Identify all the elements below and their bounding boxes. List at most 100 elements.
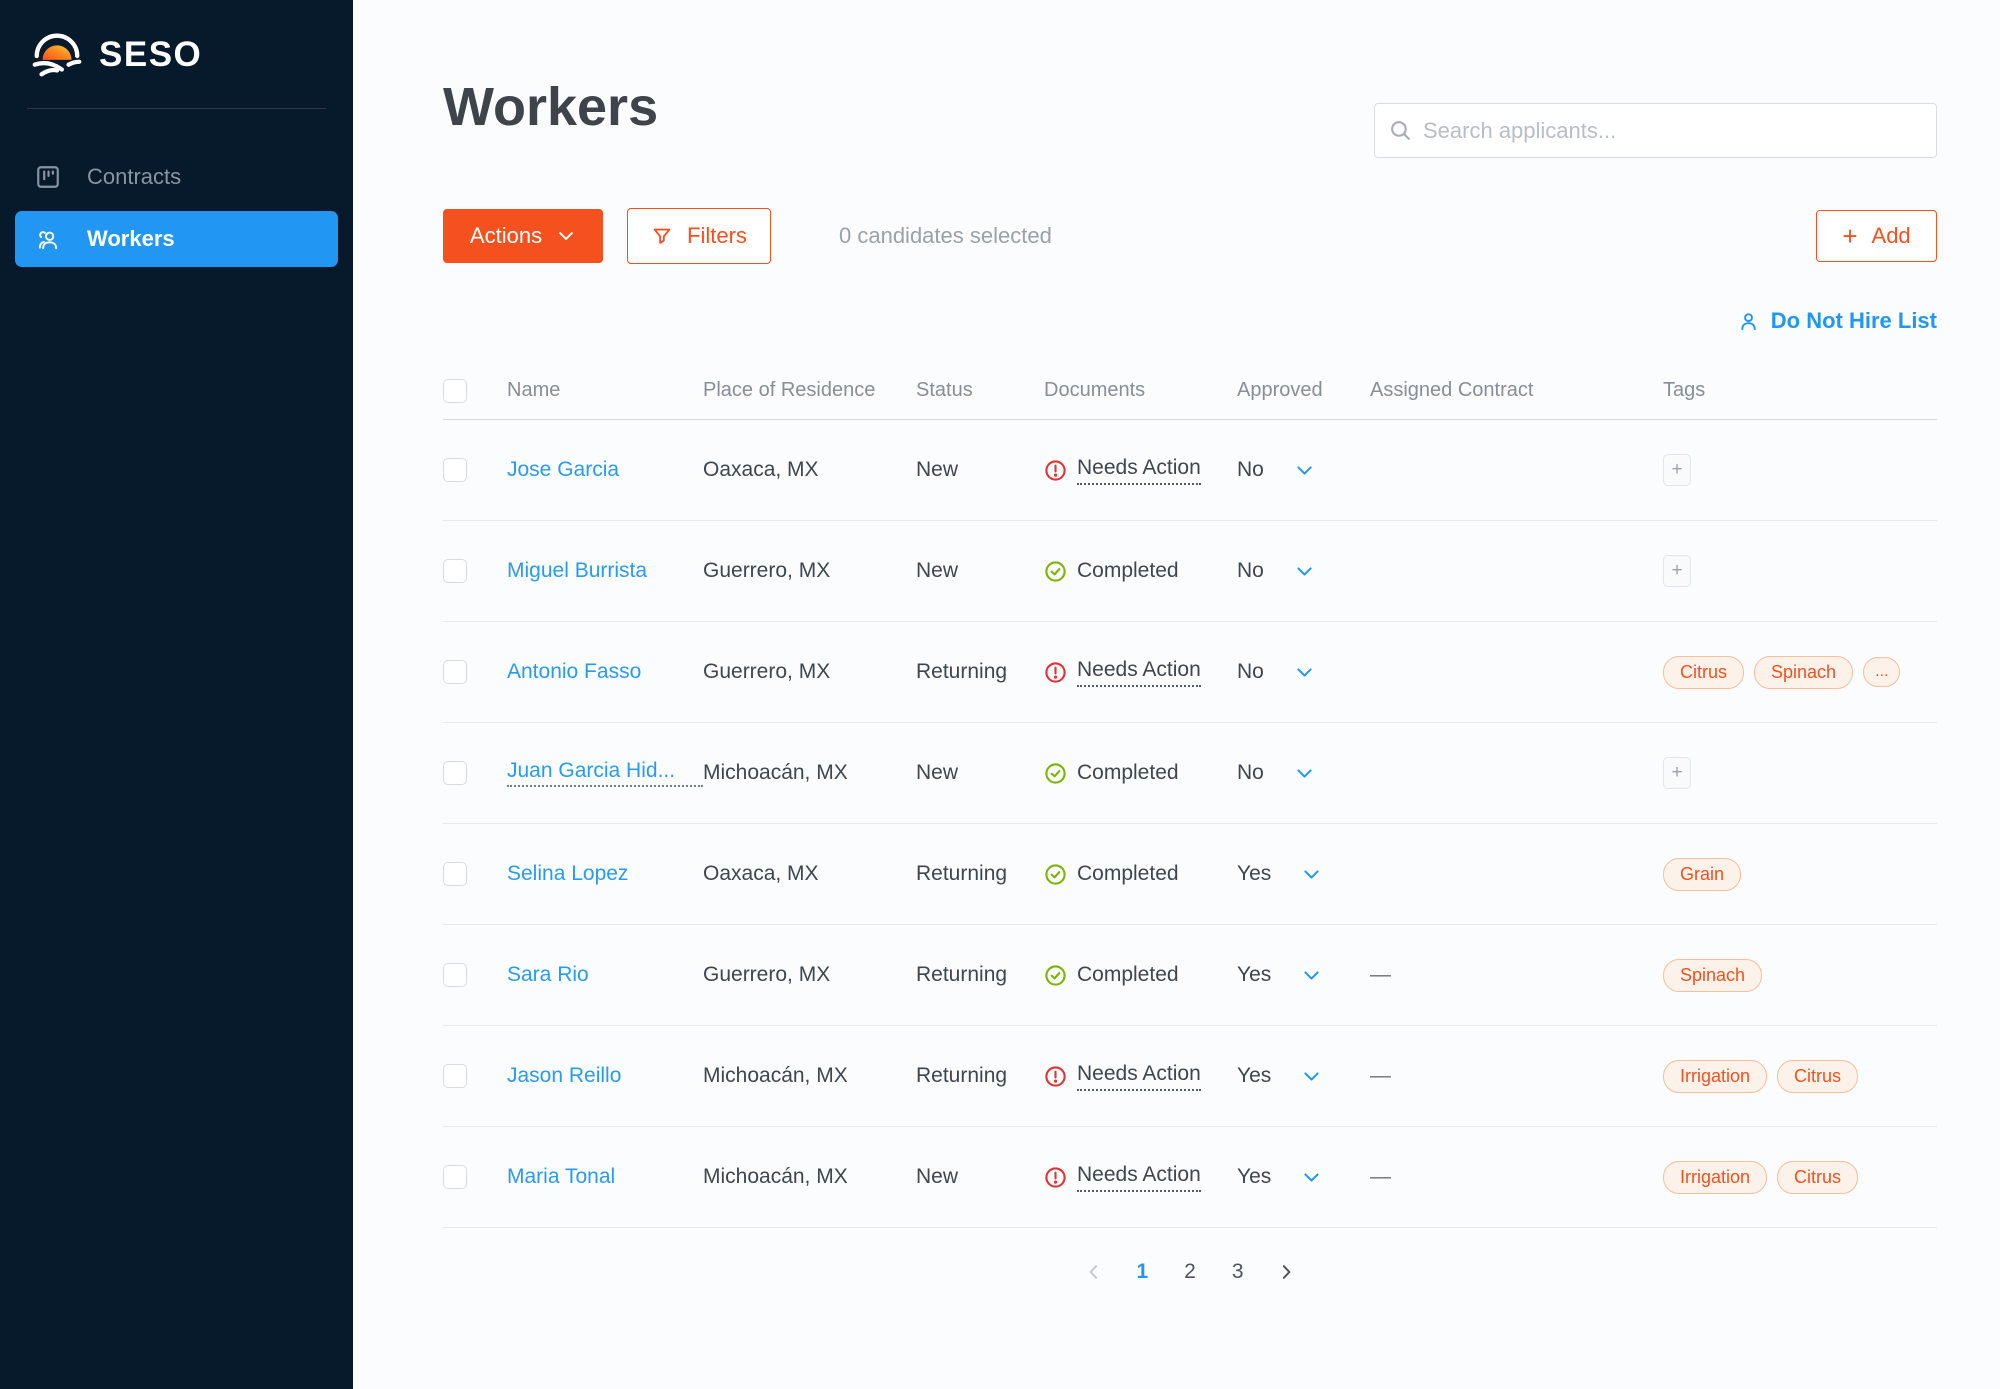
toolbar: Actions Filters 0 candidates selected + … xyxy=(443,208,1937,264)
more-tags-pill[interactable]: ... xyxy=(1863,657,1901,687)
approved-dropdown-button[interactable] xyxy=(1294,460,1315,481)
tag-pill[interactable]: Spinach xyxy=(1663,958,1763,992)
approved-dropdown-button[interactable] xyxy=(1301,965,1322,986)
approved-value: No xyxy=(1237,660,1264,683)
approved-dropdown-button[interactable] xyxy=(1301,1066,1322,1087)
approved-dropdown-button[interactable] xyxy=(1301,864,1322,885)
check-circle-icon xyxy=(1045,964,1066,986)
chevron-down-icon xyxy=(1304,970,1319,980)
approved-value: No xyxy=(1237,559,1264,582)
page-number-button[interactable]: 2 xyxy=(1176,1256,1204,1288)
status-cell: Returning xyxy=(916,660,1008,683)
table-row: Jason Reillo Michoacán, MX Returning Nee… xyxy=(443,1026,1937,1127)
check-circle-icon xyxy=(1045,560,1066,582)
worker-name-link[interactable]: Juan Garcia Hid... xyxy=(507,759,703,787)
documents-status-label[interactable]: Completed xyxy=(1077,862,1179,885)
residence-cell: Michoacán, MX xyxy=(703,1064,848,1087)
selected-count-text: 0 candidates selected xyxy=(839,223,1052,248)
approved-dropdown-button[interactable] xyxy=(1294,662,1315,683)
plus-icon: + xyxy=(1842,220,1858,251)
filters-button[interactable]: Filters xyxy=(627,208,771,264)
tag-pill[interactable]: Spinach xyxy=(1754,655,1854,689)
alert-circle-icon xyxy=(1045,1166,1066,1188)
table-row: Miguel Burrista Guerrero, MX New Complet… xyxy=(443,521,1937,622)
tag-pill[interactable]: Irrigation xyxy=(1663,1160,1768,1194)
documents-status-label[interactable]: Needs Action xyxy=(1077,658,1201,687)
page-number-button[interactable]: 1 xyxy=(1128,1256,1156,1288)
documents-status-label[interactable]: Needs Action xyxy=(1077,456,1201,485)
tags-cell: Irrigation Citrus xyxy=(1663,1059,1937,1093)
status-cell: New xyxy=(916,559,959,582)
worker-name-link[interactable]: Antonio Fasso xyxy=(507,660,642,683)
documents-cell: Needs Action xyxy=(1044,1062,1237,1091)
worker-name-link[interactable]: Sara Rio xyxy=(507,963,589,986)
documents-cell: Completed xyxy=(1044,559,1237,583)
row-checkbox[interactable] xyxy=(443,458,467,482)
row-checkbox[interactable] xyxy=(443,761,467,785)
worker-name-link[interactable]: Selina Lopez xyxy=(507,862,629,885)
add-tag-button[interactable]: + xyxy=(1663,454,1691,486)
approved-dropdown-button[interactable] xyxy=(1301,1167,1322,1188)
approved-dropdown-button[interactable] xyxy=(1294,763,1315,784)
row-checkbox[interactable] xyxy=(443,963,467,987)
residence-cell: Guerrero, MX xyxy=(703,660,831,683)
tag-pill[interactable]: Irrigation xyxy=(1663,1059,1768,1093)
tag-pill[interactable]: Citrus xyxy=(1663,655,1745,689)
table-row: Juan Garcia Hid... Michoacán, MX New Com… xyxy=(443,723,1937,824)
tags-cell: Spinach xyxy=(1663,958,1937,992)
documents-status-label[interactable]: Completed xyxy=(1077,761,1179,784)
worker-name-link[interactable]: Miguel Burrista xyxy=(507,559,648,582)
tag-pill[interactable]: Citrus xyxy=(1777,1160,1859,1194)
row-checkbox[interactable] xyxy=(443,660,467,684)
documents-status-label[interactable]: Completed xyxy=(1077,559,1179,582)
tag-pill[interactable]: Citrus xyxy=(1777,1059,1859,1093)
add-button[interactable]: + Add xyxy=(1816,210,1937,262)
row-checkbox[interactable] xyxy=(443,1165,467,1189)
status-cell: Returning xyxy=(916,862,1008,885)
actions-button[interactable]: Actions xyxy=(443,209,603,263)
worker-name-link[interactable]: Jason Reillo xyxy=(507,1064,622,1087)
tags-cell: + xyxy=(1663,454,1937,486)
approved-cell: No xyxy=(1237,559,1370,583)
worker-name-link[interactable]: Maria Tonal xyxy=(507,1165,616,1188)
row-checkbox[interactable] xyxy=(443,559,467,583)
add-tag-button[interactable]: + xyxy=(1663,555,1691,587)
row-checkbox[interactable] xyxy=(443,862,467,886)
search-box xyxy=(1374,103,1937,158)
previous-page-button[interactable] xyxy=(1080,1262,1108,1282)
tags-cell: Grain xyxy=(1663,857,1937,891)
sidebar-nav: Contracts Workers xyxy=(0,149,353,267)
status-cell: Returning xyxy=(916,963,1008,986)
status-cell: Returning xyxy=(916,1064,1008,1087)
do-not-hire-list-link[interactable]: Do Not Hire List xyxy=(1770,308,1937,333)
actions-button-label: Actions xyxy=(469,223,543,248)
chevron-down-icon xyxy=(1297,465,1312,475)
col-header-name: Name xyxy=(507,379,561,401)
approved-dropdown-button[interactable] xyxy=(1294,561,1315,582)
row-checkbox[interactable] xyxy=(443,1064,467,1088)
worker-name-link[interactable]: Jose Garcia xyxy=(507,458,620,481)
documents-cell: Completed xyxy=(1044,862,1237,886)
add-tag-button[interactable]: + xyxy=(1663,757,1691,789)
sidebar-item-contracts[interactable]: Contracts xyxy=(15,149,338,205)
page-number-button[interactable]: 3 xyxy=(1224,1256,1252,1288)
documents-status-label[interactable]: Needs Action xyxy=(1077,1062,1201,1091)
documents-status-label[interactable]: Completed xyxy=(1077,963,1179,986)
table-body: Jose Garcia Oaxaca, MX New Needs Action … xyxy=(443,420,1937,1228)
search-input[interactable] xyxy=(1374,103,1937,158)
assigned-contract-cell: — xyxy=(1370,1064,1391,1087)
select-all-checkbox[interactable] xyxy=(443,378,467,403)
col-header-tags: Tags xyxy=(1663,379,1706,401)
residence-cell: Michoacán, MX xyxy=(703,761,848,784)
tag-pill[interactable]: Grain xyxy=(1663,857,1742,891)
sidebar-item-workers[interactable]: Workers xyxy=(15,211,338,267)
brand-logo: SESO xyxy=(0,0,353,82)
documents-status-label[interactable]: Needs Action xyxy=(1077,1163,1201,1192)
chevron-down-icon xyxy=(559,232,573,240)
next-page-button[interactable] xyxy=(1272,1262,1300,1282)
approved-value: Yes xyxy=(1237,963,1272,986)
col-header-assigned-contract: Assigned Contract xyxy=(1370,379,1534,401)
